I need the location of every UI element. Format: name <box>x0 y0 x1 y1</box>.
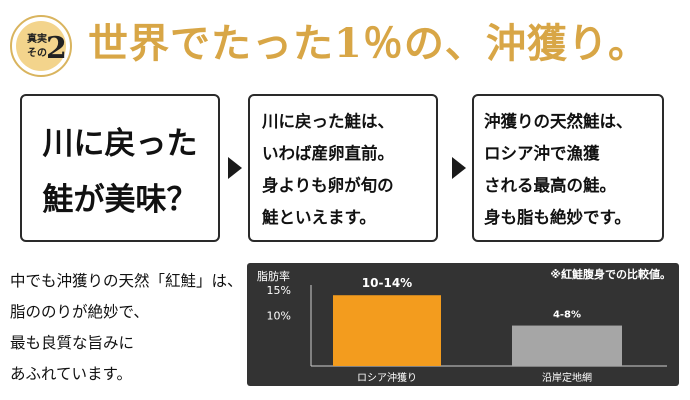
river-salmon-line: 川に戻った鮭は、 <box>262 112 394 131</box>
fat-ratio-chart-svg: 脂肪率 ※紅鮭腹身での比較値。 15% 10% 10-14% ロシア沖獲り 4-8% 沿岸… <box>257 267 671 384</box>
description-line: 最も良質な旨みに <box>10 334 135 352</box>
badge: 真実 その 2 <box>10 15 72 77</box>
chart-bar <box>512 325 622 366</box>
river-salmon-line: 身よりも卵が旬の <box>262 176 394 195</box>
offshore-salmon-box: 沖獲りの天然鮭は、 ロシア沖で漁獲 される最高の鮭。 身も脂も絶妙です。 <box>472 94 664 242</box>
description-line: 中でも沖獲りの天然「紅鮭」は、 <box>10 272 243 290</box>
river-salmon-line: 鮭といえます。 <box>262 208 376 227</box>
chart-category-label: ロシア沖獲り <box>357 371 417 384</box>
offshore-salmon-line: 沖獲りの天然鮭は、 <box>484 112 633 131</box>
badge-circle: 真実 その 2 <box>16 21 67 71</box>
badge-label-2: その <box>27 48 47 59</box>
chart-data-label: 4-8% <box>553 310 581 321</box>
chart-data-label: 10-14% <box>362 276 412 290</box>
river-salmon-box: 川に戻った鮭は、 いわば産卵直前。 身よりも卵が旬の 鮭といえます。 <box>248 94 438 242</box>
arrow-right-icon <box>452 157 466 179</box>
offshore-salmon-line: される最高の鮭。 <box>484 176 616 195</box>
chart-ylabel: 脂肪率 <box>257 269 290 283</box>
badge-number: 2 <box>46 31 67 66</box>
offshore-salmon-line: ロシア沖で漁獲 <box>484 144 600 163</box>
river-salmon-line: いわば産卵直前。 <box>262 144 394 163</box>
chart-note: ※紅鮭腹身での比較値。 <box>550 267 671 281</box>
question-line-2: 鮭が美味？ <box>42 182 198 218</box>
fat-ratio-chart: 脂肪率 ※紅鮭腹身での比較値。 15% 10% 10-14% ロシア沖獲り 4-8% 沿岸… <box>247 263 679 386</box>
description-line: あふれています。 <box>10 365 132 383</box>
badge-label-1: 真実 <box>27 34 47 45</box>
chart-category-label: 沿岸定地網 <box>542 371 592 384</box>
question-box: 川に戻った 鮭が美味？ <box>20 94 220 242</box>
arrow-right-icon <box>228 157 242 179</box>
description-line: 脂ののりが絶妙で、 <box>10 303 149 321</box>
chart-ytick-label: 15% <box>267 284 291 297</box>
chart-ytick-label: 10% <box>267 309 291 322</box>
offshore-salmon-line: 身も脂も絶妙です。 <box>484 208 631 227</box>
chart-bar <box>333 295 441 366</box>
description: 中でも沖獲りの天然「紅鮭」は、 脂ののりが絶妙で、 最も良質な旨みに あふれてい… <box>10 266 243 390</box>
headline: 世界でたった1％の、沖獲り。 <box>88 20 650 67</box>
question-line-1: 川に戻った <box>42 126 198 162</box>
